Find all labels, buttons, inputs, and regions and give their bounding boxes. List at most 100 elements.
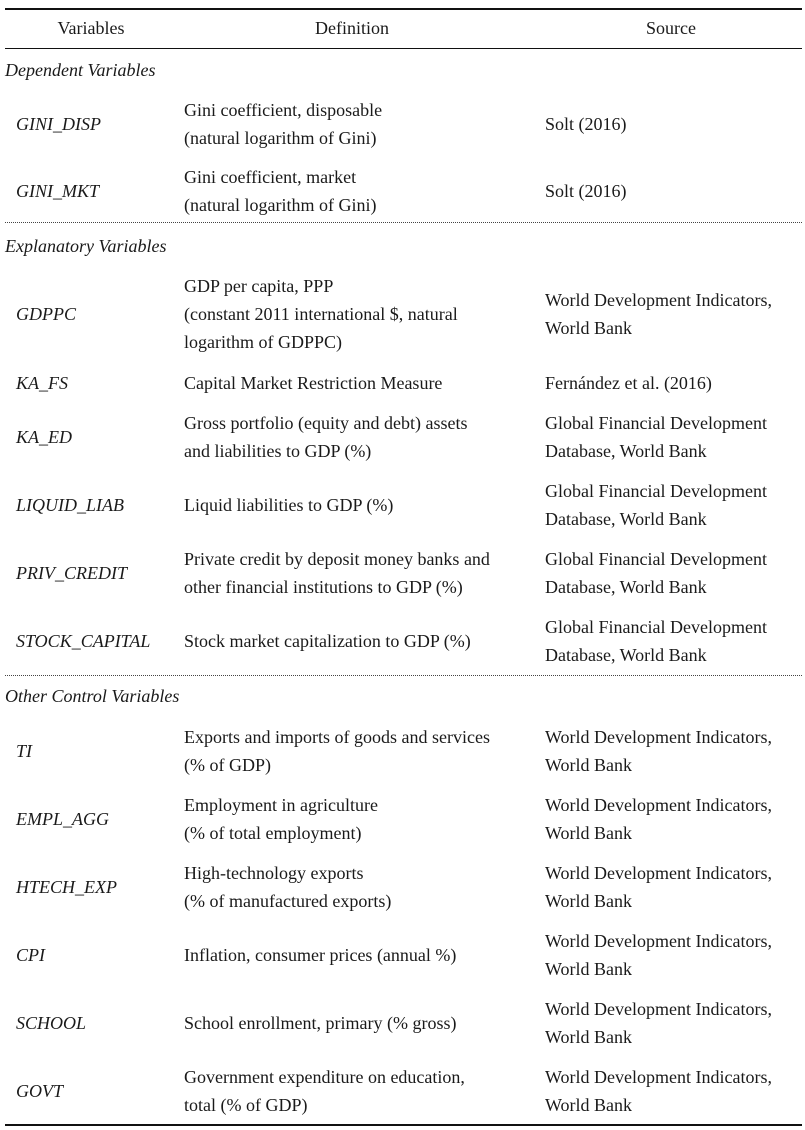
definition-line: total (% of GDP) (184, 1095, 308, 1115)
source-cell: World Development Indicators, World Bank (545, 723, 805, 779)
variable-name: SCHOOL (16, 1012, 87, 1033)
variable-name: GOVT (16, 1080, 64, 1101)
variable-name: GINI_MKT (16, 180, 100, 201)
table-top-rule (5, 8, 802, 10)
variable-name: LIQUID_LIAB (16, 494, 124, 515)
source-cell: Global Financial Development Database, Wo… (545, 409, 805, 465)
source-line: Fernández et al. (2016) (545, 373, 712, 393)
definition-line: GDP per capita, PPP (184, 276, 334, 296)
table-row: HTECH_EXP High-technology exports (% of ma… (5, 859, 802, 915)
definition-line: (natural logarithm of Gini) (184, 128, 377, 148)
source-line: Database, World Bank (545, 441, 707, 461)
source-line: World Development Indicators, (545, 795, 772, 815)
definition-line: logarithm of GDPPC) (184, 332, 343, 352)
table-row: CPI Inflation, consumer prices (annual %)… (5, 927, 802, 983)
definition-cell: Gross portfolio (equity and debt) assets… (184, 409, 529, 465)
source-line: Solt (2016) (545, 181, 627, 201)
source-line: World Bank (545, 318, 633, 338)
variable-name: KA_ED (16, 426, 72, 447)
source-line: World Bank (545, 1095, 633, 1115)
definition-line: (% of GDP) (184, 755, 271, 775)
table-row: GINI_DISP Gini coefficient, disposable (na… (5, 96, 802, 152)
definition-line: School enrollment, primary (% gross) (184, 1013, 457, 1033)
source-line: World Development Indicators, (545, 290, 772, 310)
table-row: STOCK_CAPITAL Stock market capitalization… (5, 613, 802, 669)
definition-cell: High-technology exports (% of manufacture… (184, 859, 529, 915)
source-cell: World Development Indicators, World Bank (545, 272, 805, 356)
definition-line: Government expenditure on education, (184, 1067, 465, 1087)
definition-line: Employment in agriculture (184, 795, 378, 815)
source-line: World Bank (545, 755, 633, 775)
source-cell: Global Financial Development Database, Wo… (545, 477, 805, 533)
table-bottom-rule (5, 1124, 802, 1126)
source-line: Database, World Bank (545, 577, 707, 597)
source-line: World Development Indicators, (545, 863, 772, 883)
definition-line: Private credit by deposit money banks an… (184, 549, 490, 569)
variable-name: TI (16, 740, 33, 761)
table-row: KA_ED Gross portfolio (equity and debt) a… (5, 409, 802, 465)
definition-line: (% of total employment) (184, 823, 362, 843)
header-variables: Variables (57, 18, 125, 38)
table-row: TI Exports and imports of goods and servi… (5, 723, 802, 779)
definition-line: Gini coefficient, market (184, 167, 357, 187)
definition-cell: GDP per capita, PPP (constant 2011 intern… (184, 272, 529, 356)
source-line: Solt (2016) (545, 114, 627, 134)
table-row: GDPPC GDP per capita, PPP (constant 2011 i… (5, 272, 802, 356)
header-rule (5, 48, 802, 49)
definition-cell: School enrollment, primary (% gross) (184, 995, 529, 1051)
table-row: PRIV_CREDIT Private credit by deposit mon… (5, 545, 802, 601)
definition-line: and liabilities to GDP (%) (184, 441, 372, 461)
section-divider (5, 675, 802, 676)
source-cell: Solt (2016) (545, 163, 805, 219)
source-cell: Solt (2016) (545, 96, 805, 152)
source-cell: Global Financial Development Database, Wo… (545, 613, 805, 669)
variable-name: GINI_DISP (16, 113, 101, 134)
source-line: Global Financial Development (545, 617, 767, 637)
section-title: Dependent Variables (5, 60, 156, 80)
definition-line: other financial institutions to GDP (%) (184, 577, 463, 597)
section-title: Other Control Variables (5, 686, 180, 706)
table-row: KA_FS Capital Market Restriction Measure F… (5, 369, 802, 397)
variable-name: EMPL_AGG (16, 808, 109, 829)
definition-cell: Liquid liabilities to GDP (%) (184, 477, 529, 533)
source-line: World Bank (545, 891, 633, 911)
table-row: LIQUID_LIAB Liquid liabilities to GDP (%)… (5, 477, 802, 533)
definition-line: Capital Market Restriction Measure (184, 373, 443, 393)
definition-cell: Capital Market Restriction Measure (184, 369, 529, 397)
table-row: EMPL_AGG Employment in agriculture (% of t… (5, 791, 802, 847)
source-line: Database, World Bank (545, 645, 707, 665)
header-definition: Definition (315, 18, 389, 38)
source-cell: World Development Indicators, World Bank (545, 859, 805, 915)
definition-line: Exports and imports of goods and service… (184, 727, 490, 747)
source-cell: Global Financial Development Database, Wo… (545, 545, 805, 601)
section-title: Explanatory Variables (5, 236, 167, 256)
definition-cell: Government expenditure on education, tota… (184, 1063, 529, 1119)
table-row: GINI_MKT Gini coefficient, market (natural… (5, 163, 802, 219)
source-line: Global Financial Development (545, 481, 767, 501)
source-cell: Fernández et al. (2016) (545, 369, 805, 397)
definition-line: Stock market capitalization to GDP (%) (184, 631, 471, 651)
definition-cell: Inflation, consumer prices (annual %) (184, 927, 529, 983)
source-cell: World Development Indicators, World Bank (545, 1063, 805, 1119)
source-line: World Development Indicators, (545, 1067, 772, 1087)
source-cell: World Development Indicators, World Bank (545, 791, 805, 847)
source-line: World Development Indicators, (545, 999, 772, 1019)
variable-name: STOCK_CAPITAL (16, 630, 151, 651)
definition-cell: Exports and imports of goods and service… (184, 723, 529, 779)
source-line: World Bank (545, 823, 633, 843)
source-line: Database, World Bank (545, 509, 707, 529)
source-cell: World Development Indicators, World Bank (545, 927, 805, 983)
variable-name: HTECH_EXP (16, 876, 117, 897)
definition-cell: Gini coefficient, market (natural logarit… (184, 163, 529, 219)
definition-line: (natural logarithm of Gini) (184, 195, 377, 215)
definition-line: Liquid liabilities to GDP (%) (184, 495, 394, 515)
variable-name: CPI (16, 944, 45, 965)
variable-name: GDPPC (16, 303, 76, 324)
table-row: SCHOOL School enrollment, primary (% gros… (5, 995, 802, 1051)
header-source: Source (646, 18, 696, 38)
source-line: World Development Indicators, (545, 931, 772, 951)
source-line: World Bank (545, 1027, 633, 1047)
source-line: World Development Indicators, (545, 727, 772, 747)
definition-cell: Gini coefficient, disposable (natural log… (184, 96, 529, 152)
source-cell: World Development Indicators, World Bank (545, 995, 805, 1051)
